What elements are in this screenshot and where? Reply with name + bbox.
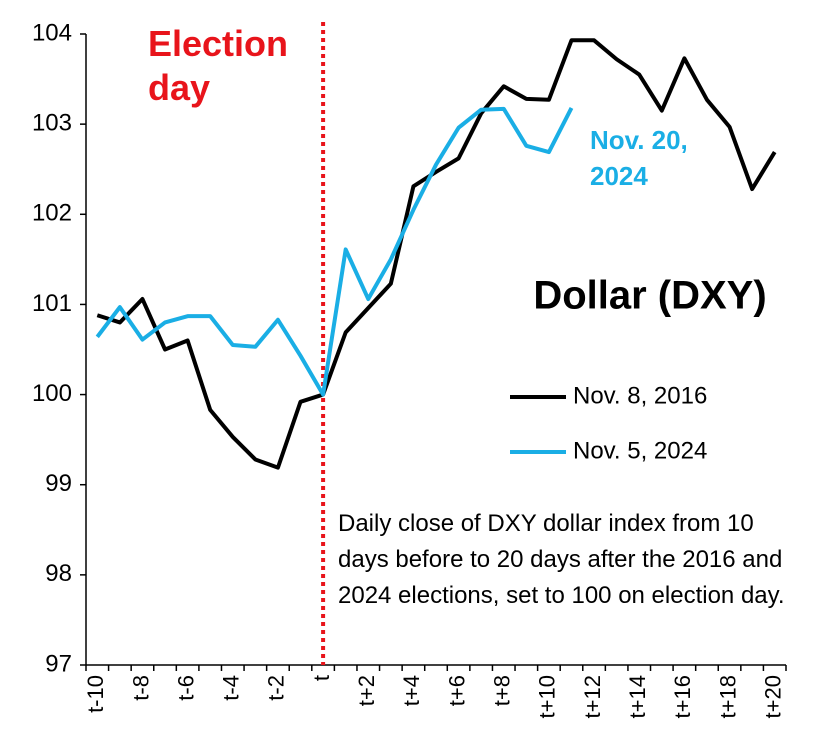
y-tick-label: 104 [32, 19, 72, 46]
x-tick-label: t+10 [535, 675, 560, 718]
x-tick-label: t-6 [173, 675, 198, 701]
x-tick-label: t-2 [264, 675, 289, 701]
x-tick-label: t+4 [399, 675, 424, 706]
y-tick-label: 99 [45, 470, 72, 497]
y-tick-label: 102 [32, 200, 72, 227]
end-label: Nov. 20, 2024 [590, 125, 688, 191]
x-tick-label: t+18 [715, 675, 740, 718]
x-tick-label: t-8 [128, 675, 153, 701]
x-tick-label: t-4 [219, 675, 244, 701]
series-line [96, 38, 777, 470]
x-tick-label: t+16 [670, 675, 695, 718]
y-tick-label: 101 [32, 290, 72, 317]
x-tick-label: t+6 [444, 675, 469, 706]
x-tick-label: t+8 [490, 675, 515, 706]
x-tick-label: t+12 [580, 675, 605, 718]
note: Daily close of DXY dollar index from 10 … [338, 510, 785, 609]
y-tick-label: 100 [32, 380, 72, 407]
y-tick-label: 97 [45, 650, 72, 677]
legend-label: Nov. 8, 2016 [573, 382, 707, 409]
x-tick-label: t [309, 675, 334, 681]
series-line [95, 106, 574, 397]
x-tick-label: t-10 [83, 675, 108, 713]
y-tick-label: 98 [45, 560, 72, 587]
legend-label: Nov. 5, 2024 [573, 437, 707, 464]
x-tick-label: t+2 [354, 675, 379, 706]
chart-title: Dollar (DXY) [533, 274, 766, 318]
x-tick-label: t+14 [625, 675, 650, 718]
election-day-label: Election day [148, 23, 289, 108]
x-tick-label: t+20 [761, 675, 786, 718]
y-tick-label: 103 [32, 109, 72, 136]
